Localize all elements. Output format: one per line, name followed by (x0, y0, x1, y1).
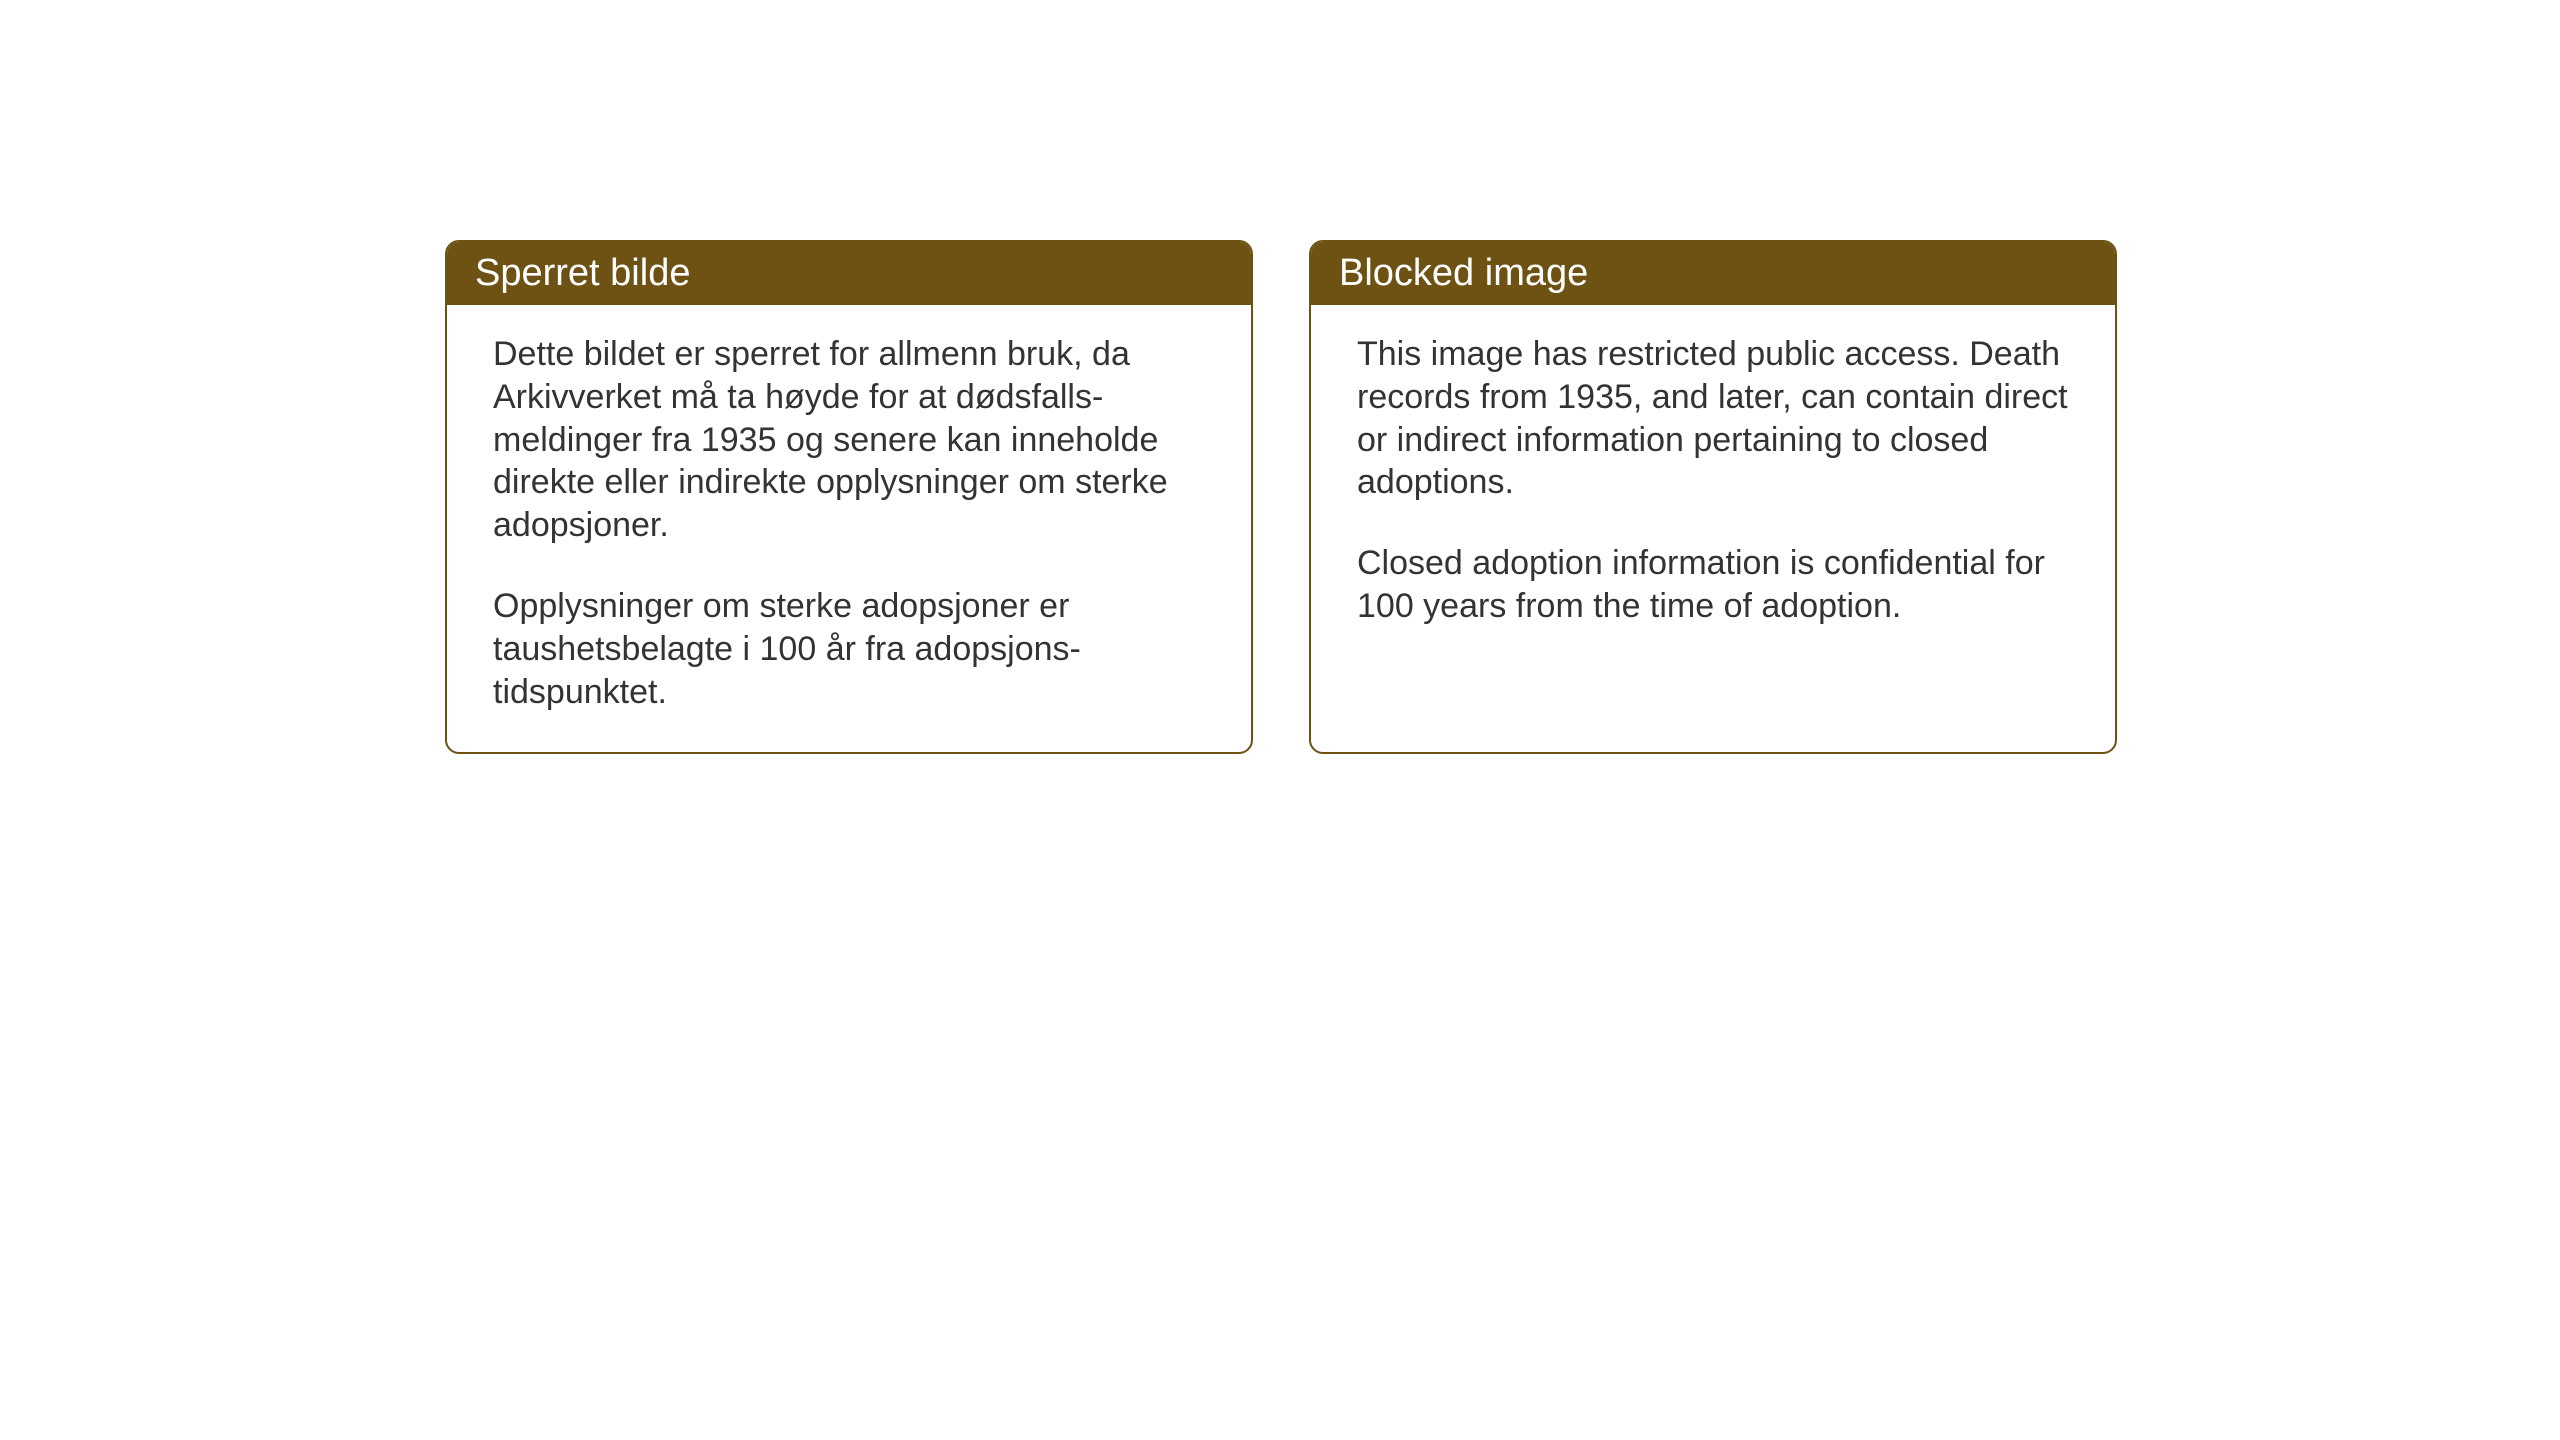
notice-card-english: Blocked image This image has restricted … (1309, 240, 2117, 754)
notice-container: Sperret bilde Dette bildet er sperret fo… (445, 240, 2117, 754)
card-title-norwegian: Sperret bilde (447, 242, 1251, 305)
notice-paragraph: Closed adoption information is confident… (1357, 542, 2069, 628)
notice-paragraph: Dette bildet er sperret for allmenn bruk… (493, 333, 1205, 547)
notice-paragraph: This image has restricted public access.… (1357, 333, 2069, 504)
card-title-english: Blocked image (1311, 242, 2115, 305)
card-body-norwegian: Dette bildet er sperret for allmenn bruk… (447, 305, 1251, 752)
notice-card-norwegian: Sperret bilde Dette bildet er sperret fo… (445, 240, 1253, 754)
notice-paragraph: Opplysninger om sterke adopsjoner er tau… (493, 585, 1205, 713)
card-body-english: This image has restricted public access.… (1311, 305, 2115, 666)
